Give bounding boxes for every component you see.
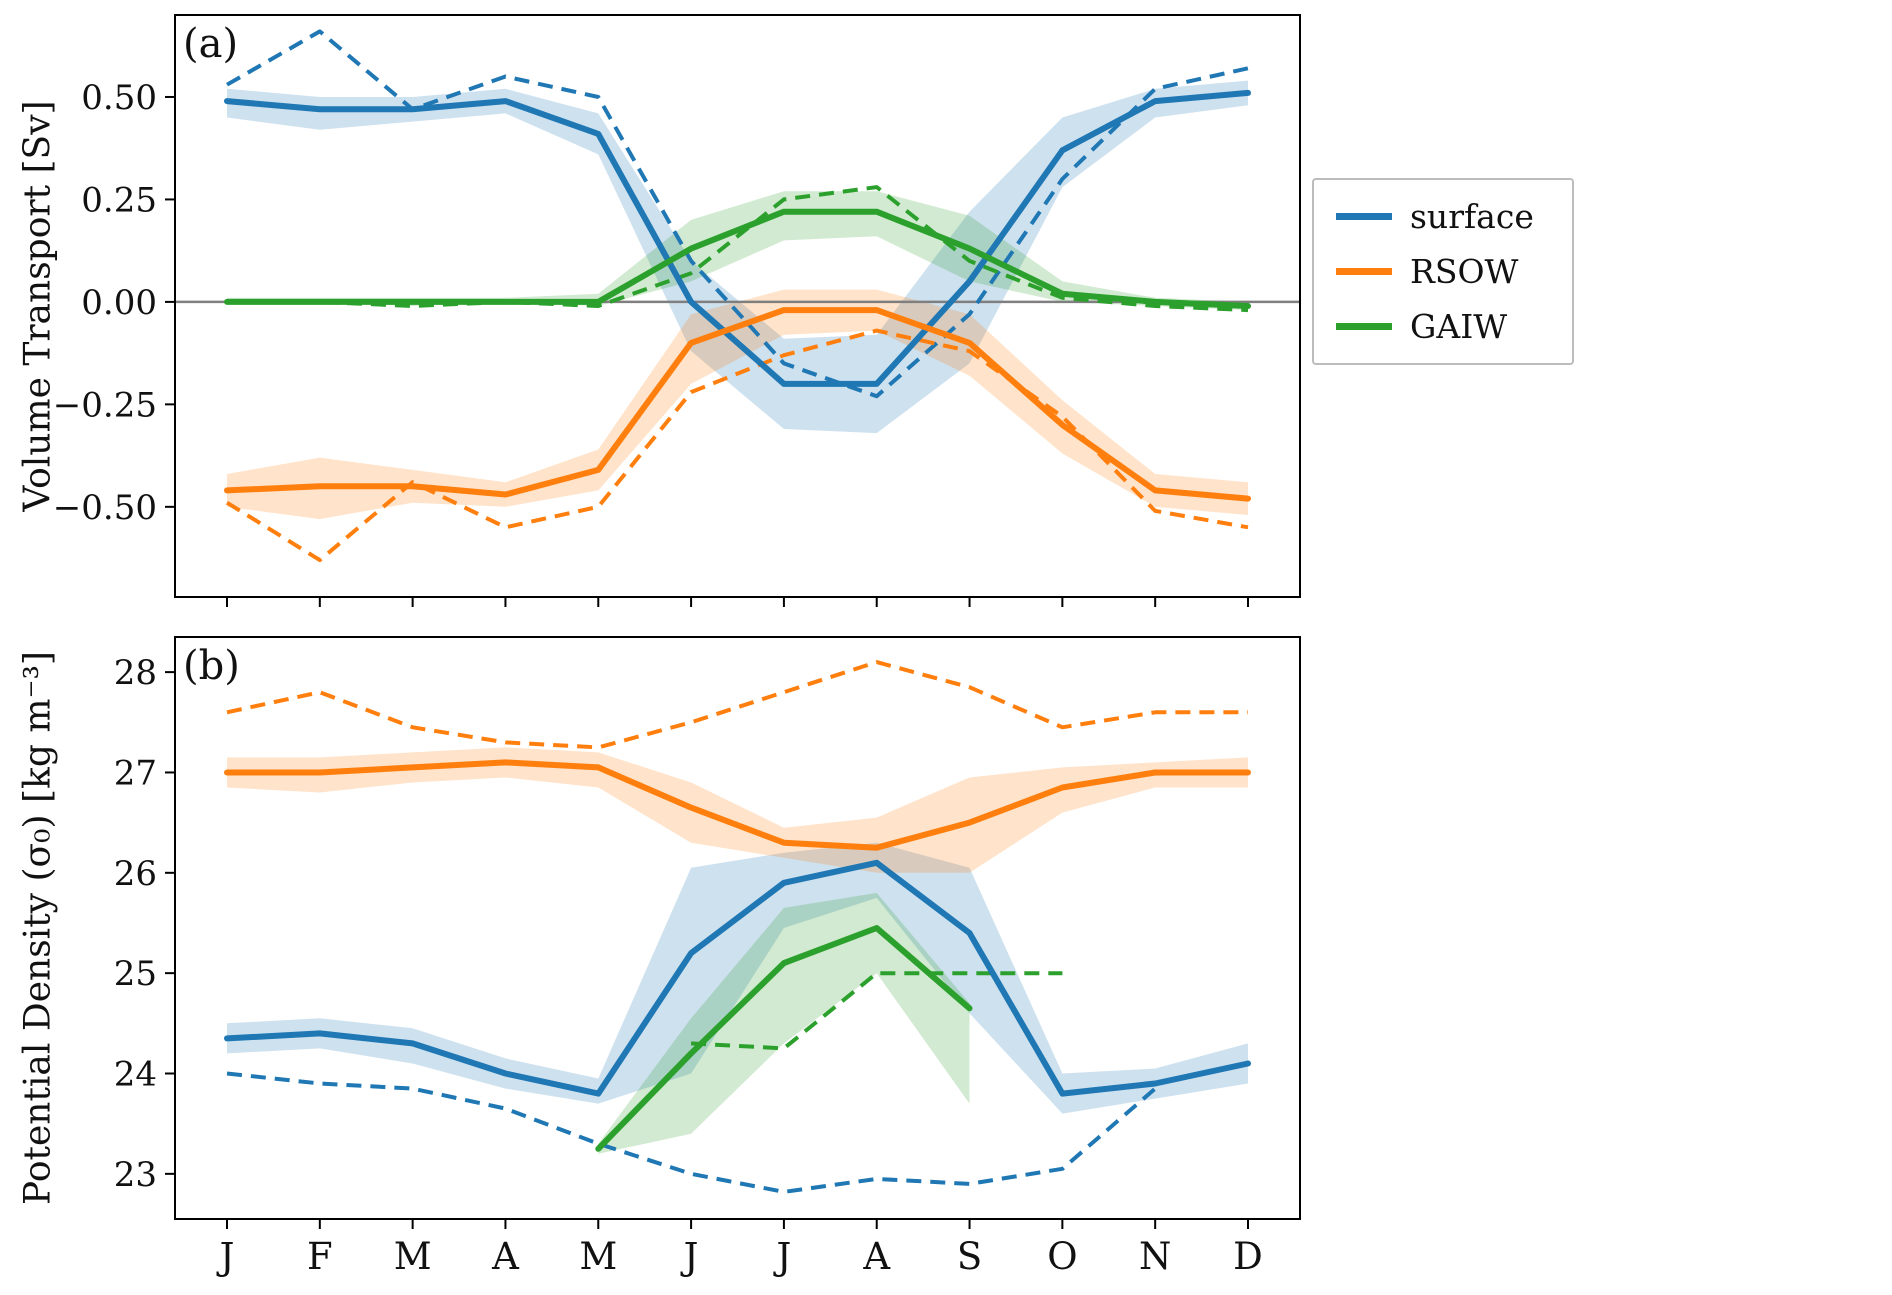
x-tick-label: M	[394, 1235, 432, 1278]
legend-item-rsow: RSOW	[1336, 255, 1550, 288]
legend-label-gaiw: GAIW	[1410, 307, 1508, 346]
panel-b-border	[174, 636, 1301, 1220]
surface-line-swatch	[1336, 213, 1392, 220]
y-tick-label: 26	[114, 854, 157, 894]
y-tick-label: 23	[114, 1155, 157, 1195]
RSOW-band	[227, 289, 1248, 520]
RSOW-dashed-line	[225, 328, 1249, 563]
panel-a-border	[174, 14, 1301, 598]
legend-label-rsow: RSOW	[1410, 252, 1519, 291]
y-tick-label: 0.50	[81, 78, 157, 118]
RSOW-band	[227, 747, 1248, 873]
x-tick-label: N	[1139, 1235, 1171, 1278]
x-tick-label: D	[1233, 1235, 1263, 1278]
y-tick-label: 28	[114, 653, 157, 693]
y-tick-label: 25	[114, 954, 157, 994]
y-tick-label: 24	[114, 1055, 157, 1095]
legend-item-gaiw: GAIW	[1336, 310, 1550, 343]
panel-b-label: (b)	[183, 643, 240, 689]
legend: surface RSOW GAIW	[1312, 178, 1574, 365]
x-tick-label: J	[680, 1235, 699, 1278]
x-tick-label: S	[957, 1235, 982, 1278]
RSOW-mean-line	[224, 307, 1251, 502]
y-tick-label: 27	[114, 753, 157, 793]
surface-band	[227, 80, 1248, 434]
y-tick-label: 0.00	[81, 283, 157, 323]
RSOW-mean-line	[224, 759, 1251, 851]
gaiw-line-swatch	[1336, 323, 1392, 330]
legend-item-surface: surface	[1336, 200, 1550, 233]
x-tick-label: A	[491, 1235, 520, 1278]
x-tick-label: A	[862, 1235, 891, 1278]
y-tick-label: −0.25	[53, 385, 157, 425]
x-tick-label: J	[216, 1235, 235, 1278]
panel-b-y-axis-title: Potential Density (σ₀) [kg m⁻³]	[17, 651, 59, 1205]
x-tick-label: O	[1047, 1235, 1077, 1278]
surface-mean-line	[224, 859, 1251, 1097]
panel-a-label: (a)	[183, 21, 239, 67]
GAIW-band	[227, 191, 1248, 311]
legend-label-surface: surface	[1410, 197, 1534, 236]
surface-mean-line	[224, 89, 1251, 387]
GAIW-band	[598, 892, 970, 1154]
x-tick-label: M	[579, 1235, 617, 1278]
rsow-line-swatch	[1336, 268, 1392, 275]
y-tick-label: 0.25	[81, 180, 157, 220]
panel-a-y-axis-title: Volume Transport [Sv]	[17, 100, 59, 512]
GAIW-dashed-line	[690, 971, 1063, 1051]
GAIW-mean-line	[224, 208, 1251, 309]
x-tick-label: J	[772, 1235, 791, 1278]
surface-dashed-line	[226, 29, 1249, 399]
GAIW-dashed-line	[227, 185, 1249, 313]
x-tick-label: F	[307, 1235, 333, 1278]
RSOW-dashed-line	[226, 660, 1248, 750]
surface-dashed-line	[226, 1071, 1157, 1194]
y-tick-label: −0.50	[53, 488, 157, 528]
GAIW-mean-line	[595, 925, 973, 1152]
surface-band	[227, 842, 1248, 1114]
